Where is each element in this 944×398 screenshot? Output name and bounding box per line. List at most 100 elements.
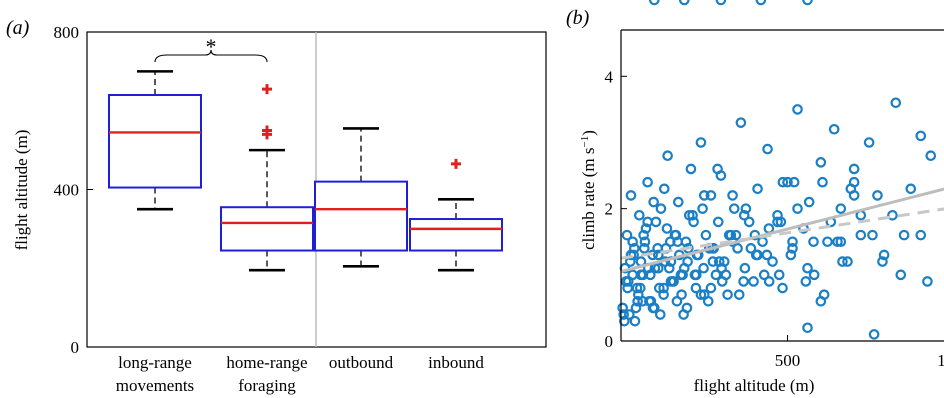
scatter-point: [627, 236, 638, 248]
scatter-point: [863, 137, 875, 148]
box-iqr: [220, 206, 314, 252]
scatter-point: [629, 315, 641, 327]
panel-a-y-ticks: 0 400 800: [54, 23, 93, 357]
scatter-point: [788, 176, 800, 188]
scatter-point: [619, 315, 630, 327]
scatter-point: [727, 190, 738, 201]
scatter-point: [887, 209, 898, 221]
panel-b-y-axis-label-superscript: −1: [579, 136, 591, 148]
scatter-point: [822, 236, 833, 248]
significance-bracket-line: [154, 49, 268, 63]
scatter-point: [808, 269, 820, 281]
scatter-point: [712, 163, 723, 175]
box-iqr: [409, 218, 503, 252]
scatter-point: [802, 322, 813, 334]
scatter-point: [650, 216, 662, 228]
scatter-point: [739, 262, 751, 274]
scatter-point: [792, 203, 803, 214]
scatter-point: [648, 196, 659, 208]
scatter-point: [695, 137, 707, 148]
scatter-point: [782, 176, 793, 188]
scatter-point: [925, 150, 937, 162]
scatter-point: [676, 289, 687, 300]
scatter-point: [652, 243, 663, 254]
scatter-point: [638, 229, 649, 241]
scatter-point: [763, 276, 775, 287]
scatter-point: [647, 302, 659, 314]
scatter-point: [745, 243, 757, 254]
panel-a-x-tick-label-line2: movements: [116, 376, 194, 395]
scatter-point: [715, 0, 727, 6]
scatter-point: [808, 236, 819, 248]
scatter-point: [767, 256, 778, 267]
scatter-point: [787, 236, 798, 248]
scatter-point: [800, 276, 812, 287]
scatter-point: [690, 269, 702, 281]
scatter-point: [738, 276, 749, 287]
scatter-point: [748, 276, 759, 287]
scatter-point: [655, 309, 666, 320]
box-iqr: [108, 94, 202, 189]
box-group-2: [220, 84, 314, 272]
scatter-point: [787, 243, 798, 254]
box-group-4: [409, 158, 503, 272]
scatter-point: [735, 117, 747, 128]
box-group-1: [108, 70, 202, 211]
scatter-point: [642, 216, 653, 228]
panel-a-y-tick-label: 0: [71, 338, 80, 357]
panel-a-boxes: [108, 70, 503, 272]
scatter-point: [802, 262, 813, 274]
scatter-point: [872, 190, 883, 201]
panel-b-scatter-plot: (b) 0 2 4 500 1000 flight altitude (m) clim…: [566, 0, 944, 395]
scatter-point: [654, 282, 665, 294]
scatter-point: [772, 216, 783, 228]
scatter-point: [877, 256, 888, 267]
scatter-point: [687, 209, 698, 221]
scatter-point: [635, 282, 646, 294]
scatter-point: [695, 289, 707, 300]
panel-b-y-tick-label: 4: [605, 67, 614, 86]
scatter-point: [642, 176, 653, 188]
panel-a-x-tick-labels: long-range movements home-range foraging out…: [116, 353, 485, 395]
scatter-point: [828, 123, 840, 135]
scatter-point: [743, 216, 755, 228]
panel-b-y-axis-label: climb rate (m s−1): [579, 130, 598, 250]
scatter-point: [757, 236, 768, 248]
box-iqr: [314, 180, 408, 252]
scatter-point: [758, 269, 770, 281]
panel-a-x-tick-label: inbound: [428, 353, 484, 372]
scatter-point: [690, 282, 702, 294]
scatter-point: [835, 236, 847, 248]
scatter-point: [621, 229, 633, 241]
panel-a-y-tick-label: 800: [54, 23, 80, 42]
scatter-point: [625, 190, 637, 201]
scatter-point: [634, 209, 645, 221]
significance-marker: *: [206, 34, 217, 59]
scatter-point: [622, 282, 633, 294]
panel-a-y-tick-label: 400: [54, 181, 80, 200]
scatter-point: [855, 229, 867, 241]
scatter-point: [655, 203, 667, 214]
scatter-point: [707, 256, 719, 267]
panel-a-box-plot: (a) 0 400 800 long-range movements home-rang…: [6, 17, 547, 395]
scatter-point: [763, 223, 775, 234]
scatter-point: [700, 229, 712, 241]
scatter-point: [867, 229, 878, 241]
scatter-point: [653, 249, 664, 261]
scatter-point: [698, 262, 709, 274]
scatter-point: [667, 276, 678, 287]
scatter-point: [761, 249, 773, 261]
panel-b-x-tick-label: 1000: [937, 351, 944, 370]
scatter-point: [632, 295, 643, 307]
scatter-point: [777, 176, 789, 188]
box-group-3: [314, 127, 408, 268]
outlier-marker: [262, 125, 272, 136]
scatter-point: [905, 183, 917, 195]
panel-b-x-tick-label: 500: [775, 351, 801, 370]
scatter-point: [681, 302, 693, 314]
scatter-point: [639, 236, 651, 248]
scatter-point: [898, 229, 910, 241]
panel-a-x-tick-label: long-range: [118, 353, 192, 372]
scatter-point: [677, 269, 688, 281]
